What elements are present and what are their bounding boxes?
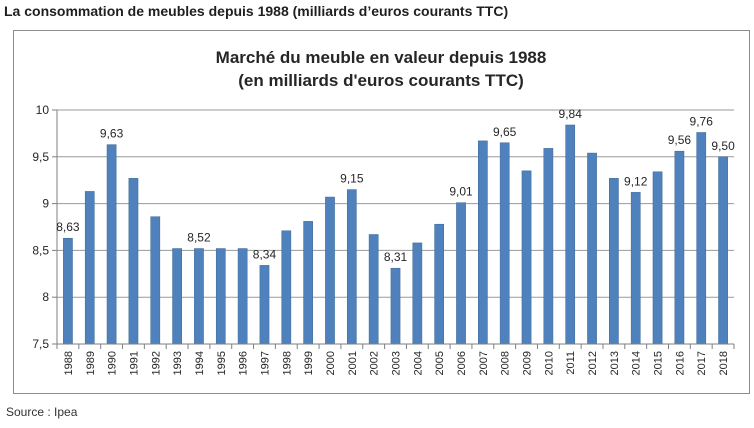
x-tick-label: 2014 bbox=[631, 351, 643, 375]
x-tick-label: 1989 bbox=[85, 351, 97, 375]
x-tick-label: 1993 bbox=[172, 351, 184, 375]
x-tick-label: 2013 bbox=[609, 351, 621, 375]
x-tick-label: 2007 bbox=[478, 351, 490, 375]
bar bbox=[172, 248, 182, 345]
x-tick-label: 2012 bbox=[587, 351, 599, 375]
source-note: Source : Ipea bbox=[6, 405, 78, 419]
bar bbox=[674, 150, 685, 345]
x-tick-label: 1992 bbox=[150, 351, 162, 375]
y-tick-label: 8,5 bbox=[32, 243, 49, 257]
bar bbox=[215, 248, 226, 345]
bar bbox=[63, 237, 73, 345]
bar bbox=[390, 267, 401, 345]
x-tick-label: 2000 bbox=[325, 351, 337, 375]
data-label: 9,63 bbox=[100, 127, 124, 141]
bar bbox=[718, 156, 728, 345]
x-tick-label: 2009 bbox=[522, 351, 534, 375]
bar bbox=[150, 216, 161, 345]
bar bbox=[587, 152, 597, 345]
x-tick-label: 2005 bbox=[434, 351, 446, 375]
data-label: 9,76 bbox=[690, 114, 714, 128]
bar bbox=[412, 242, 423, 345]
axes bbox=[56, 110, 735, 349]
bar bbox=[84, 191, 95, 345]
data-labels: 8,63 9,63 8,52 8,34 9,15 8,31 9,01 9,65 9,84 9,12… bbox=[56, 107, 735, 264]
x-tick-label: 2011 bbox=[565, 351, 577, 375]
x-tick-label: 2015 bbox=[653, 351, 665, 375]
y-tick-label: 10 bbox=[36, 103, 50, 117]
bar bbox=[609, 178, 619, 345]
bar bbox=[368, 234, 379, 345]
data-label: 9,15 bbox=[340, 172, 364, 186]
bar bbox=[259, 265, 270, 345]
bar bbox=[303, 221, 313, 345]
x-tick-label: 1991 bbox=[128, 351, 140, 375]
bar bbox=[696, 132, 707, 345]
x-tick-label: 2018 bbox=[718, 351, 730, 375]
bar bbox=[434, 223, 445, 345]
x-tick-label: 2002 bbox=[369, 351, 381, 375]
y-tick-label: 9 bbox=[42, 197, 49, 211]
x-tick-label: 1998 bbox=[281, 351, 293, 375]
x-tick-label: 1994 bbox=[194, 351, 206, 375]
bar-chart: Marché du meuble en valeur depuis 1988 (… bbox=[32, 48, 735, 375]
data-label: 8,52 bbox=[187, 231, 211, 245]
bar bbox=[499, 142, 510, 345]
x-tick-label: 2006 bbox=[456, 351, 468, 375]
x-tick-label: 1999 bbox=[303, 351, 315, 375]
data-label: 9,56 bbox=[668, 133, 692, 147]
x-tick-label: 1988 bbox=[63, 351, 75, 375]
bar bbox=[128, 178, 139, 345]
data-label: 9,12 bbox=[624, 174, 648, 188]
bar bbox=[325, 196, 335, 345]
x-tick-label: 1996 bbox=[238, 351, 250, 375]
bar bbox=[346, 189, 357, 345]
x-tick-label: 2001 bbox=[347, 351, 359, 375]
data-label: 9,65 bbox=[493, 125, 517, 139]
bar bbox=[194, 248, 204, 345]
data-label: 9,84 bbox=[559, 107, 583, 121]
y-tick-label: 8 bbox=[42, 290, 49, 304]
bar bbox=[456, 202, 466, 345]
x-tick-label: 1995 bbox=[216, 351, 228, 375]
data-label: 9,01 bbox=[449, 185, 473, 199]
x-tick-label: 2003 bbox=[391, 351, 403, 375]
x-tick-label: 2016 bbox=[674, 351, 686, 375]
bar bbox=[106, 144, 117, 345]
bar bbox=[543, 148, 554, 345]
data-label: 8,63 bbox=[56, 220, 80, 234]
bar bbox=[478, 140, 488, 345]
x-tick-label: 1997 bbox=[259, 351, 271, 375]
chart-title: Marché du meuble en valeur depuis 1988 bbox=[216, 48, 547, 67]
data-label: 8,34 bbox=[253, 247, 277, 261]
x-tick-label: 1990 bbox=[107, 351, 119, 375]
y-tick-label: 9,5 bbox=[32, 150, 49, 164]
bar bbox=[565, 124, 576, 345]
chart-subtitle: (en milliards d'euros courants TTC) bbox=[238, 71, 524, 90]
bar bbox=[521, 170, 532, 345]
y-tick-labels: 7,5 8 8,5 9 9,5 10 bbox=[32, 103, 49, 351]
data-label: 9,50 bbox=[711, 139, 735, 153]
x-tick-label: 2017 bbox=[696, 351, 708, 375]
bars bbox=[63, 124, 728, 345]
bar bbox=[630, 192, 641, 345]
x-tick-label: 2004 bbox=[412, 351, 424, 375]
x-tick-labels: 1988 1989 1990 1991 1992 1993 1994 1995 1996 1997… bbox=[63, 351, 730, 375]
bar bbox=[237, 248, 248, 345]
y-tick-label: 7,5 bbox=[32, 337, 49, 351]
bar bbox=[281, 230, 292, 345]
page-title: La consommation de meubles depuis 1988 (… bbox=[4, 3, 509, 19]
data-label: 8,31 bbox=[384, 250, 408, 264]
x-tick-label: 2010 bbox=[543, 351, 555, 375]
x-tick-label: 2008 bbox=[500, 351, 512, 375]
bar bbox=[652, 171, 663, 345]
